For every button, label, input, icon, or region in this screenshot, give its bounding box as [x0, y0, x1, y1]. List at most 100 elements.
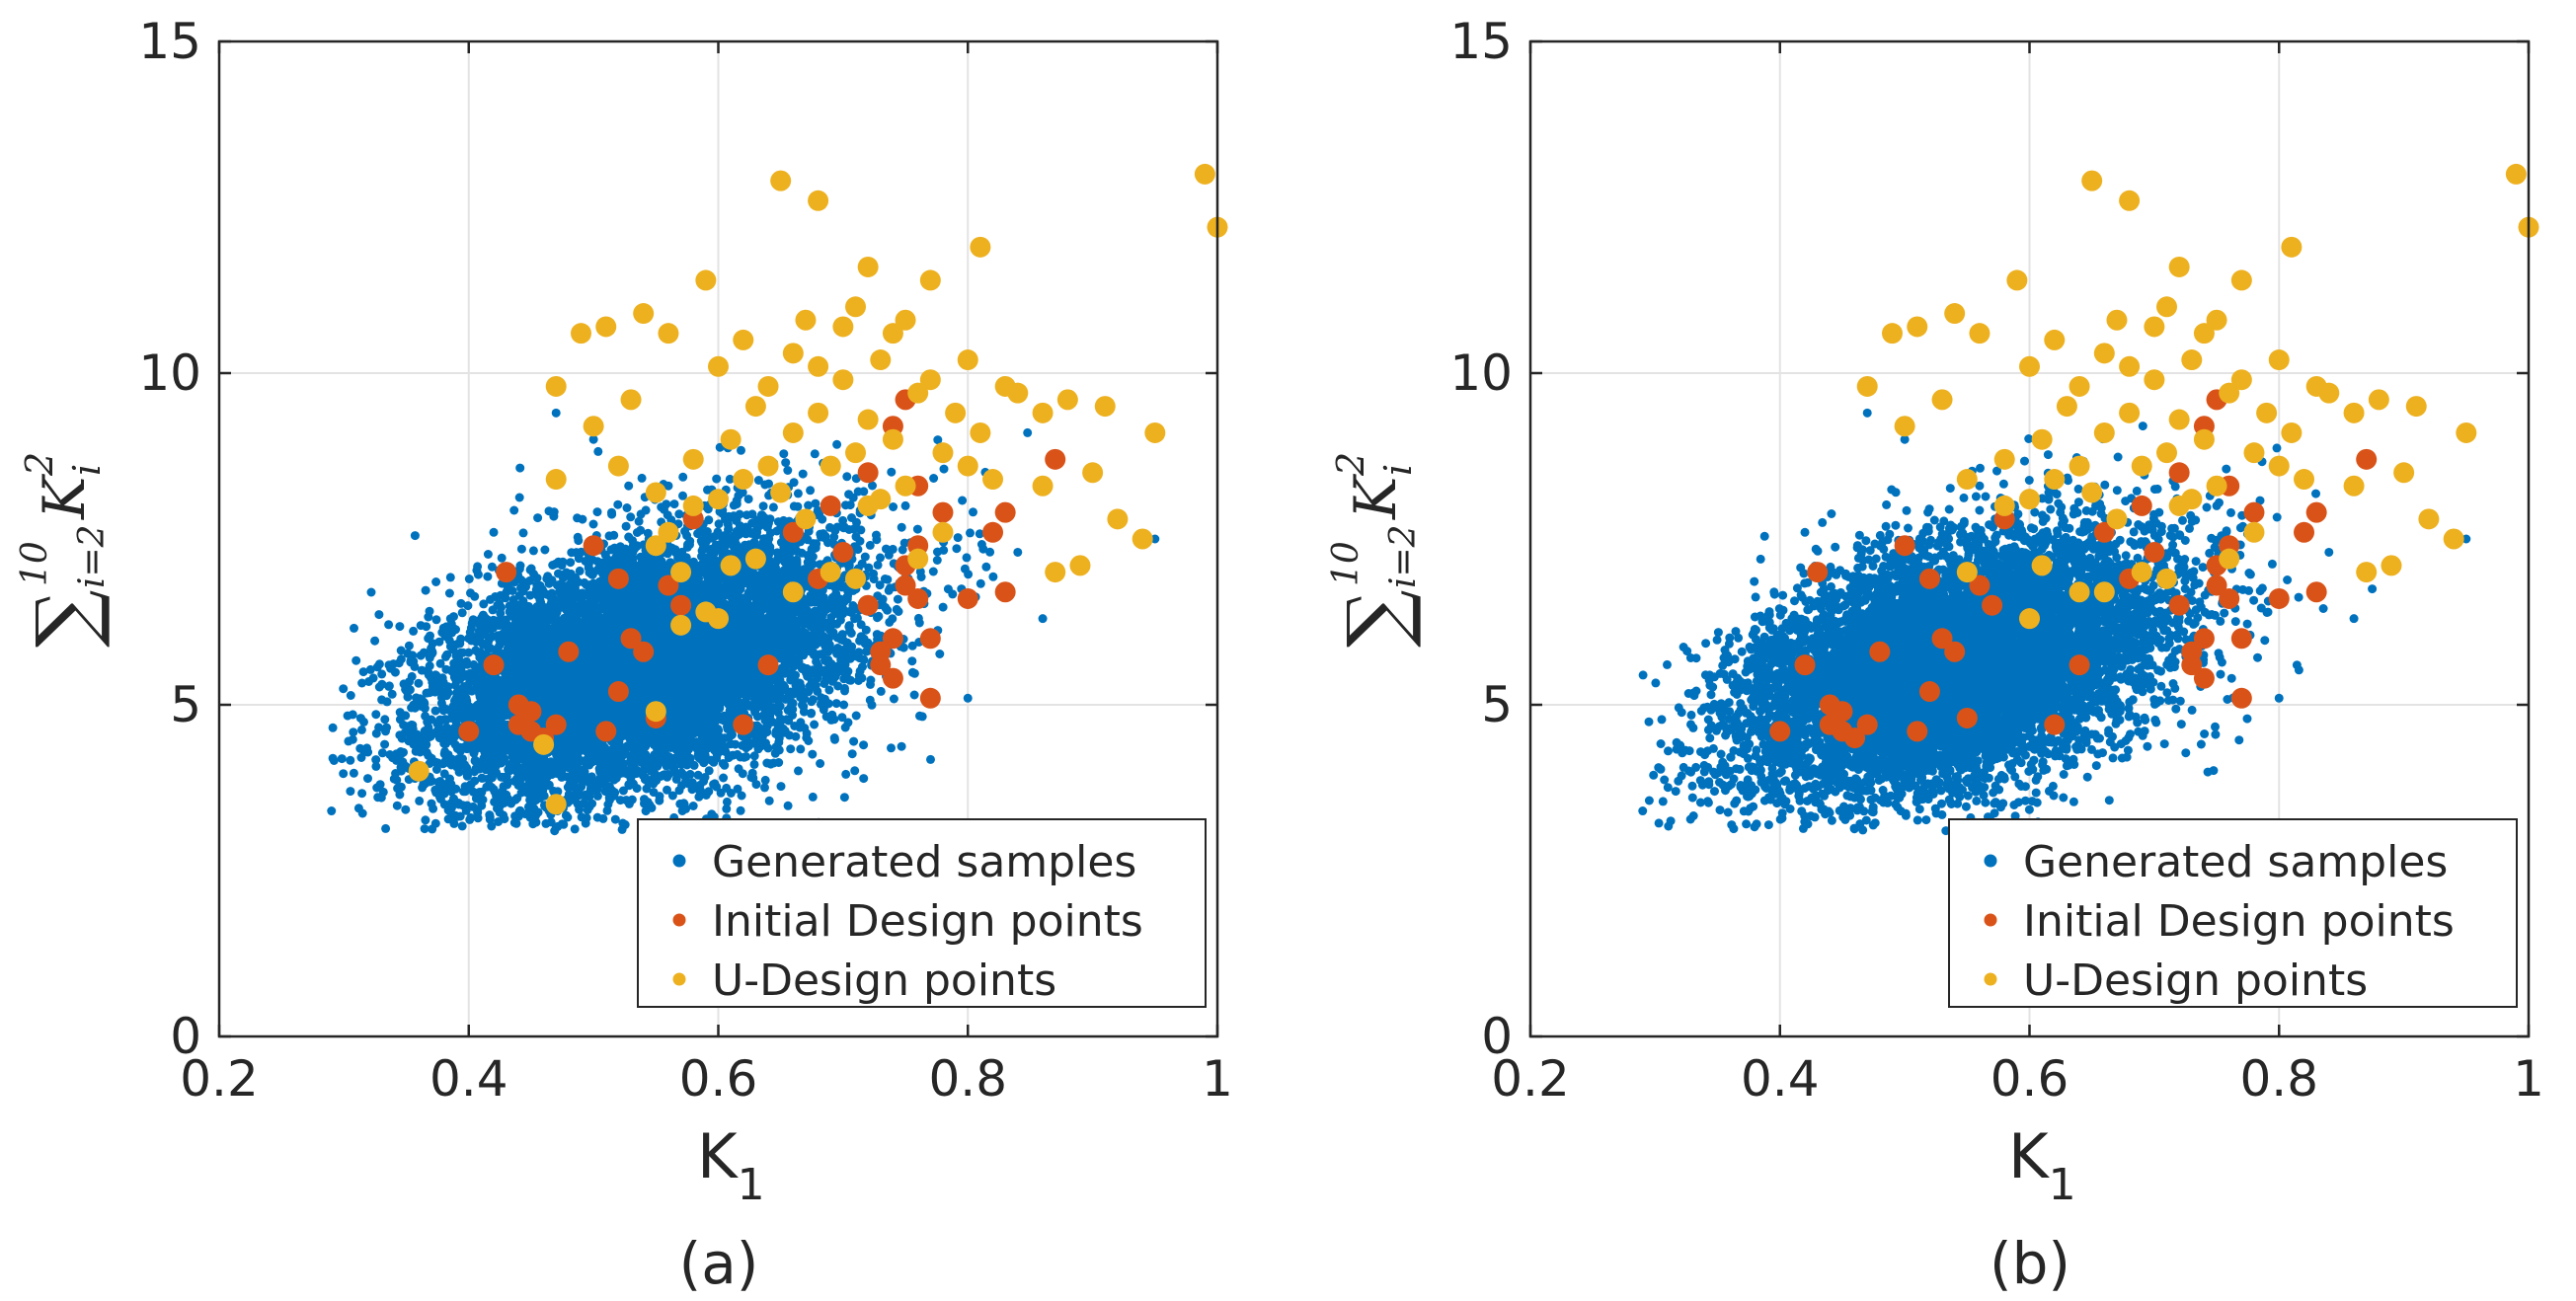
series-generated-samples: [327, 408, 1160, 836]
sample-point: [868, 481, 877, 491]
sample-point: [872, 530, 881, 540]
sample-point: [880, 574, 890, 583]
sample-point: [372, 783, 382, 793]
sample-point: [824, 685, 834, 695]
sample-point: [392, 801, 402, 810]
sample-point: [421, 815, 430, 825]
sample-point: [420, 824, 429, 834]
sample-point: [781, 458, 791, 468]
data-layer: [327, 163, 1228, 836]
sample-point: [371, 710, 381, 720]
sample-point: [876, 553, 885, 563]
sample-point: [380, 739, 390, 749]
sample-point: [865, 540, 875, 550]
sample-point: [808, 695, 818, 705]
sample-point: [1023, 427, 1033, 437]
sample-point: [935, 650, 945, 658]
sample-point: [875, 580, 885, 590]
sample-point: [714, 519, 724, 529]
sample-point: [642, 784, 652, 794]
sample-point: [736, 805, 745, 815]
sample-point: [363, 774, 372, 784]
sample-point: [386, 663, 396, 673]
sample-point: [422, 622, 431, 632]
sample-point: [776, 693, 786, 703]
sample-point: [722, 804, 732, 813]
sample-point: [667, 791, 677, 801]
sample-point: [842, 472, 852, 482]
sample-point: [887, 743, 896, 753]
sample-point: [943, 584, 953, 594]
sample-point: [753, 476, 763, 485]
sample-point: [958, 496, 968, 505]
sample-point: [859, 774, 869, 784]
sample-point: [909, 668, 919, 678]
sample-point: [829, 733, 839, 742]
sample-point: [882, 605, 892, 615]
sample-point: [832, 439, 842, 449]
sample-point: [578, 514, 587, 524]
sample-point: [710, 779, 720, 789]
sample-point: [885, 617, 895, 627]
sample-point: [409, 626, 419, 636]
sample-point: [337, 754, 347, 764]
sample-point: [346, 755, 355, 765]
sample-point: [380, 715, 390, 725]
sample-point: [401, 804, 411, 814]
sample-point: [356, 725, 366, 734]
sample-point: [662, 499, 671, 509]
sample-point: [377, 748, 387, 758]
sample-point: [457, 821, 467, 831]
sample-point: [678, 472, 688, 482]
sample-point: [798, 469, 808, 479]
sample-point: [374, 610, 384, 620]
sample-point: [743, 495, 753, 504]
sample-point: [411, 746, 421, 756]
sample-point: [841, 769, 851, 779]
sample-point: [873, 560, 883, 570]
sample-point: [722, 797, 732, 806]
sample-point: [430, 706, 440, 716]
sample-point: [381, 823, 391, 833]
sample-point: [669, 499, 679, 509]
sample-point: [811, 543, 820, 553]
sample-point: [387, 689, 397, 699]
sample-point: [794, 766, 803, 776]
sample-point: [349, 768, 358, 778]
sample-point: [613, 499, 623, 509]
sample-point: [483, 572, 493, 581]
sample-point: [962, 553, 972, 563]
sample-point: [779, 449, 789, 459]
sample-point: [424, 612, 433, 622]
sample-point: [804, 736, 814, 745]
sample-point: [737, 791, 746, 801]
sample-point: [626, 512, 636, 522]
sample-point: [793, 489, 803, 498]
sample-point: [621, 521, 631, 531]
sample-point: [550, 826, 560, 836]
sample-point: [916, 573, 926, 581]
sample-point: [431, 577, 441, 586]
sample-point: [328, 723, 338, 732]
sample-point: [516, 544, 526, 554]
sample-point: [952, 544, 962, 554]
sample-point: [624, 481, 634, 491]
sample-point: [370, 636, 380, 646]
sample-point: [528, 546, 538, 556]
sample-point: [396, 646, 406, 655]
sample-point: [850, 766, 860, 776]
sample-point: [808, 792, 818, 802]
sample-point: [685, 769, 695, 779]
sample-point: [444, 588, 454, 598]
sample-point: [621, 796, 631, 805]
sample-point: [355, 743, 365, 753]
sample-point: [786, 744, 796, 754]
sample-point: [712, 474, 722, 484]
sample-point: [365, 664, 375, 674]
sample-point: [776, 782, 786, 792]
sample-point: [346, 787, 355, 797]
sample-point: [346, 691, 355, 700]
sample-point: [430, 818, 440, 828]
